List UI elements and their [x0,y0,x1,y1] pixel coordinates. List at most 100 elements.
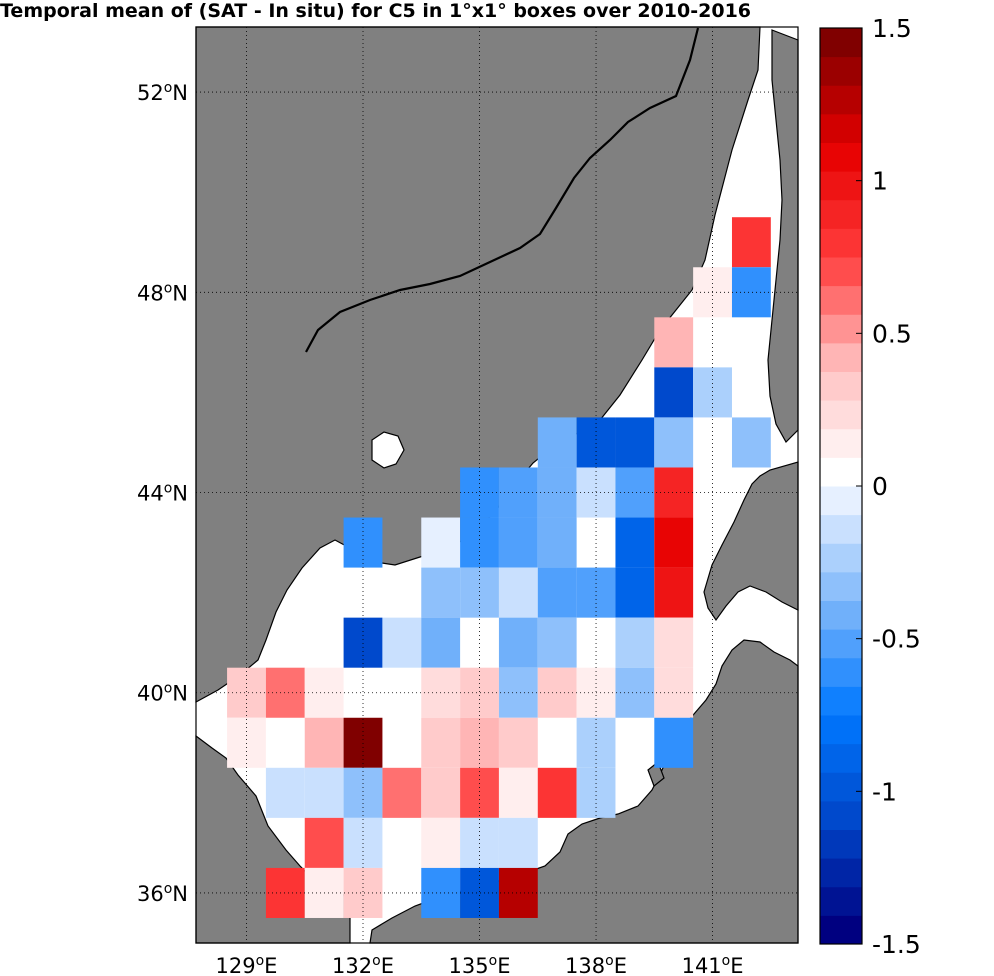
colorbar-level [820,486,862,516]
colorbar-level [820,56,862,86]
japan-hokkaido-landmass [703,461,799,622]
heatmap-cell [537,667,577,718]
heatmap-cell [498,767,538,818]
heatmap-cell [460,517,499,568]
land-layer [195,26,799,944]
heatmap-cell [615,417,655,468]
heatmap-cell [615,517,655,568]
colorbar-level [820,571,862,601]
heatmap-cell [537,417,577,468]
map-frame [195,26,799,944]
heatmap-cell [576,767,616,818]
colorbar-tick-label: -1 [872,777,897,806]
heatmap-cell [537,567,577,618]
heatmap-cell [343,867,383,918]
colorbar-level [820,28,862,58]
colorbar-level [820,400,862,430]
heatmap-cell [265,767,305,818]
heatmap-cell [654,617,694,668]
heatmap-cell [731,417,771,468]
latitude-tick-label: 48oN [137,280,188,305]
khanka-lake [371,431,405,469]
latitude-tick-label: 52oN [137,80,188,105]
heatmap-cell [382,767,422,818]
heatmap-cell [654,717,694,768]
heatmap-cell [654,517,694,568]
heatmap-cell [615,617,655,668]
heatmap-cell [731,217,771,268]
heatmap-cell [498,667,538,718]
colorbar-tick-label: 0.5 [872,319,912,348]
heatmap-cell [343,617,383,668]
heatmap-cell [654,417,694,468]
colorbar-level [820,772,862,802]
heatmap-cell [537,517,577,568]
colorbar-level [820,428,862,458]
colorbar-level [820,858,862,888]
colorbar-level [820,228,862,258]
heatmap-cell [227,717,266,768]
colorbar-level [820,743,862,773]
colorbar-level [820,657,862,687]
heatmap-cell [382,617,422,668]
colorbar-tick-label: 0 [872,472,888,501]
colorbar-level [820,85,862,115]
heatmap-cell [343,717,383,768]
longitude-ticks: 129oE 132oE 135oE 138oE 141oE [216,953,744,976]
colorbar-level [820,886,862,916]
colorbar-level [820,113,862,143]
longitude-tick-label: 135oE [449,953,511,976]
graticule [196,27,798,943]
latitude-tick-label: 44oN [137,481,188,506]
heatmap-cell [498,817,538,868]
heatmap-cell [498,567,538,618]
colorbar: 1.5 1 0.5 0 -0.5 -1 -1.5 [819,14,921,959]
heatmap-cell [498,517,538,568]
colorbar-level [820,800,862,830]
heatmap-cell [654,367,694,418]
heatmap-cell [343,817,383,868]
colorbar-level [820,342,862,372]
heatmap-cell [537,467,577,518]
heatmap-cell [615,467,655,518]
colorbar-level [820,543,862,573]
heatmap-cell [498,717,538,768]
colorbar-level [820,514,862,544]
heatmap-cell [421,567,461,618]
colorbar-level [820,715,862,745]
longitude-tick-label: 132oE [332,953,394,976]
colorbar-level [820,314,862,344]
heatmap-cell [576,717,616,768]
colorbar-level [820,371,862,401]
heatmap-cell [265,667,305,718]
colorbar-level [820,686,862,716]
heatmap-cell [343,767,383,818]
heatmap-cell [304,817,344,868]
colorbar-level [820,915,862,945]
colorbar-tick-label: 1.5 [872,14,912,43]
heatmap-cell [615,667,655,718]
longitude-tick-label: 141oE [682,953,744,976]
colorbar-level [820,600,862,630]
colorbar-level [820,457,862,487]
colorbar-tick-label: 1 [872,167,888,196]
heatmap-cell [460,717,499,768]
heatmap-cell [460,767,499,818]
heatmap-cell [498,867,538,918]
heatmap-cells [227,217,771,918]
heatmap-cell [693,367,732,418]
heatmap-cell [654,567,694,618]
colorbar-level [820,285,862,315]
heatmap-cell [460,467,499,518]
heatmap-cell [537,767,577,818]
heatmap-cell [460,817,499,868]
colorbar-tick-label: -0.5 [872,625,921,654]
colorbar-level [820,142,862,172]
colorbar-level [820,629,862,659]
colorbar-level [820,199,862,229]
colorbar-level [820,829,862,859]
heatmap-cell [654,317,694,368]
heatmap-cell [498,467,538,518]
heatmap-cell [421,617,461,668]
